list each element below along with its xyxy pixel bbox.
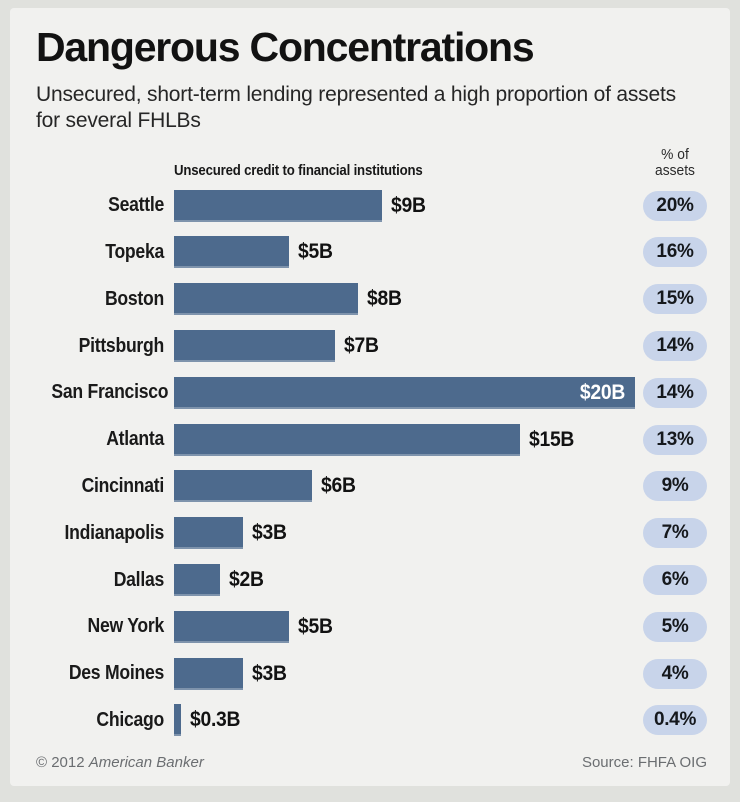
column-headers: Unsecured credit to financial institutio… — [36, 145, 707, 179]
city-label: New York — [87, 615, 165, 638]
pct-pill: 16% — [643, 237, 707, 268]
infographic-card: Dangerous Concentrations Unsecured, shor… — [10, 8, 730, 786]
chart-row: Seattle $9B 20% — [36, 182, 707, 229]
pct-column-header-line1: % of — [661, 145, 689, 163]
value-label: $3B — [252, 661, 287, 685]
value-label: $15B — [528, 427, 574, 451]
bar: $20B — [174, 376, 635, 409]
bar-track: $15B — [174, 423, 643, 456]
chart-row: Pittsburgh $7B 14% — [36, 323, 707, 370]
chart-row: Dallas $2B 6% — [36, 557, 707, 604]
bar — [174, 517, 244, 550]
bar — [174, 423, 520, 456]
bar-track: $5B — [174, 610, 643, 643]
city-label: Seattle — [108, 194, 164, 217]
city-label: Boston — [104, 287, 164, 310]
footer-source: Source: FHFA OIG — [581, 753, 707, 771]
pct-pill: 0.4% — [643, 705, 707, 736]
value-label: $5B — [298, 240, 333, 264]
bar — [174, 704, 181, 737]
bar — [174, 330, 336, 363]
value-label: $20B — [579, 380, 625, 404]
bar — [174, 610, 290, 643]
page-subtitle: Unsecured, short-term lending represente… — [36, 83, 676, 132]
chart-row: Des Moines $3B 4% — [36, 650, 707, 697]
chart-row: Boston $8B 15% — [36, 276, 707, 323]
pct-column-header: % of assets — [646, 145, 705, 180]
pct-pill: 13% — [643, 424, 707, 455]
bar-track: $9B — [174, 189, 643, 222]
chart-row: San Francisco $20B 14% — [36, 369, 707, 416]
bar — [174, 470, 313, 503]
pct-pill: 15% — [643, 284, 707, 315]
value-label: $8B — [367, 287, 403, 311]
chart-row: Cincinnati $6B 9% — [36, 463, 707, 510]
bar-column-header: Unsecured credit to financial institutio… — [174, 162, 423, 180]
bar-track: $3B — [174, 657, 643, 690]
city-label: San Francisco — [51, 381, 169, 404]
bar-track: $20B — [174, 376, 643, 409]
bar-track: $6B — [174, 470, 643, 503]
city-label: Chicago — [96, 708, 164, 731]
city-label: Topeka — [105, 240, 164, 263]
chart-row: Atlanta $15B 13% — [36, 416, 707, 463]
chart-row: Indianapolis $3B 7% — [36, 510, 707, 557]
city-label: Pittsburgh — [78, 334, 165, 357]
bar — [174, 283, 359, 316]
value-label: $6B — [321, 474, 356, 498]
city-label: Indianapolis — [64, 521, 164, 544]
bar-track: $5B — [174, 236, 643, 269]
pct-pill: 5% — [643, 611, 707, 642]
value-label: $5B — [298, 614, 333, 638]
city-label: Atlanta — [106, 428, 164, 451]
chart-row: Topeka $5B 16% — [36, 229, 707, 276]
chart-row: Chicago $0.3B 0.4% — [36, 697, 707, 744]
bar-track: $0.3B — [174, 704, 643, 737]
value-label: $2B — [229, 568, 264, 592]
pct-pill: 14% — [643, 331, 707, 362]
pct-pill: 20% — [643, 190, 707, 221]
bar — [174, 236, 290, 269]
bar — [174, 189, 382, 222]
chart-row: New York $5B 5% — [36, 603, 707, 650]
bar-track: $2B — [174, 564, 643, 597]
pct-pill: 7% — [643, 518, 707, 549]
bar — [174, 564, 221, 597]
pct-pill: 9% — [643, 471, 707, 502]
pct-pill: 4% — [643, 658, 707, 689]
value-label: $0.3B — [189, 708, 241, 732]
city-label: Cincinnati — [81, 474, 165, 497]
bar-track: $3B — [174, 517, 643, 550]
city-label: Des Moines — [68, 662, 164, 685]
footer: © 2012 American Banker Source: FHFA OIG — [36, 754, 707, 771]
pct-column-header-line2: assets — [655, 162, 695, 180]
footer-brand: American Banker — [88, 753, 204, 771]
footer-copyright: © 2012 American Banker — [36, 753, 204, 771]
value-label: $7B — [344, 334, 379, 358]
value-label: $9B — [390, 193, 426, 217]
bar-chart: Seattle $9B 20% Topeka $5B 16% Boston $8B 15% Pit… — [36, 182, 707, 744]
bar — [174, 657, 244, 690]
city-label: Dallas — [113, 568, 165, 591]
page-title: Dangerous Concentrations — [36, 24, 535, 70]
pct-pill: 6% — [643, 565, 707, 596]
pct-pill: 14% — [643, 377, 707, 408]
bar-track: $7B — [174, 330, 643, 363]
bar-track: $8B — [174, 283, 643, 316]
value-label: $3B — [252, 521, 287, 545]
